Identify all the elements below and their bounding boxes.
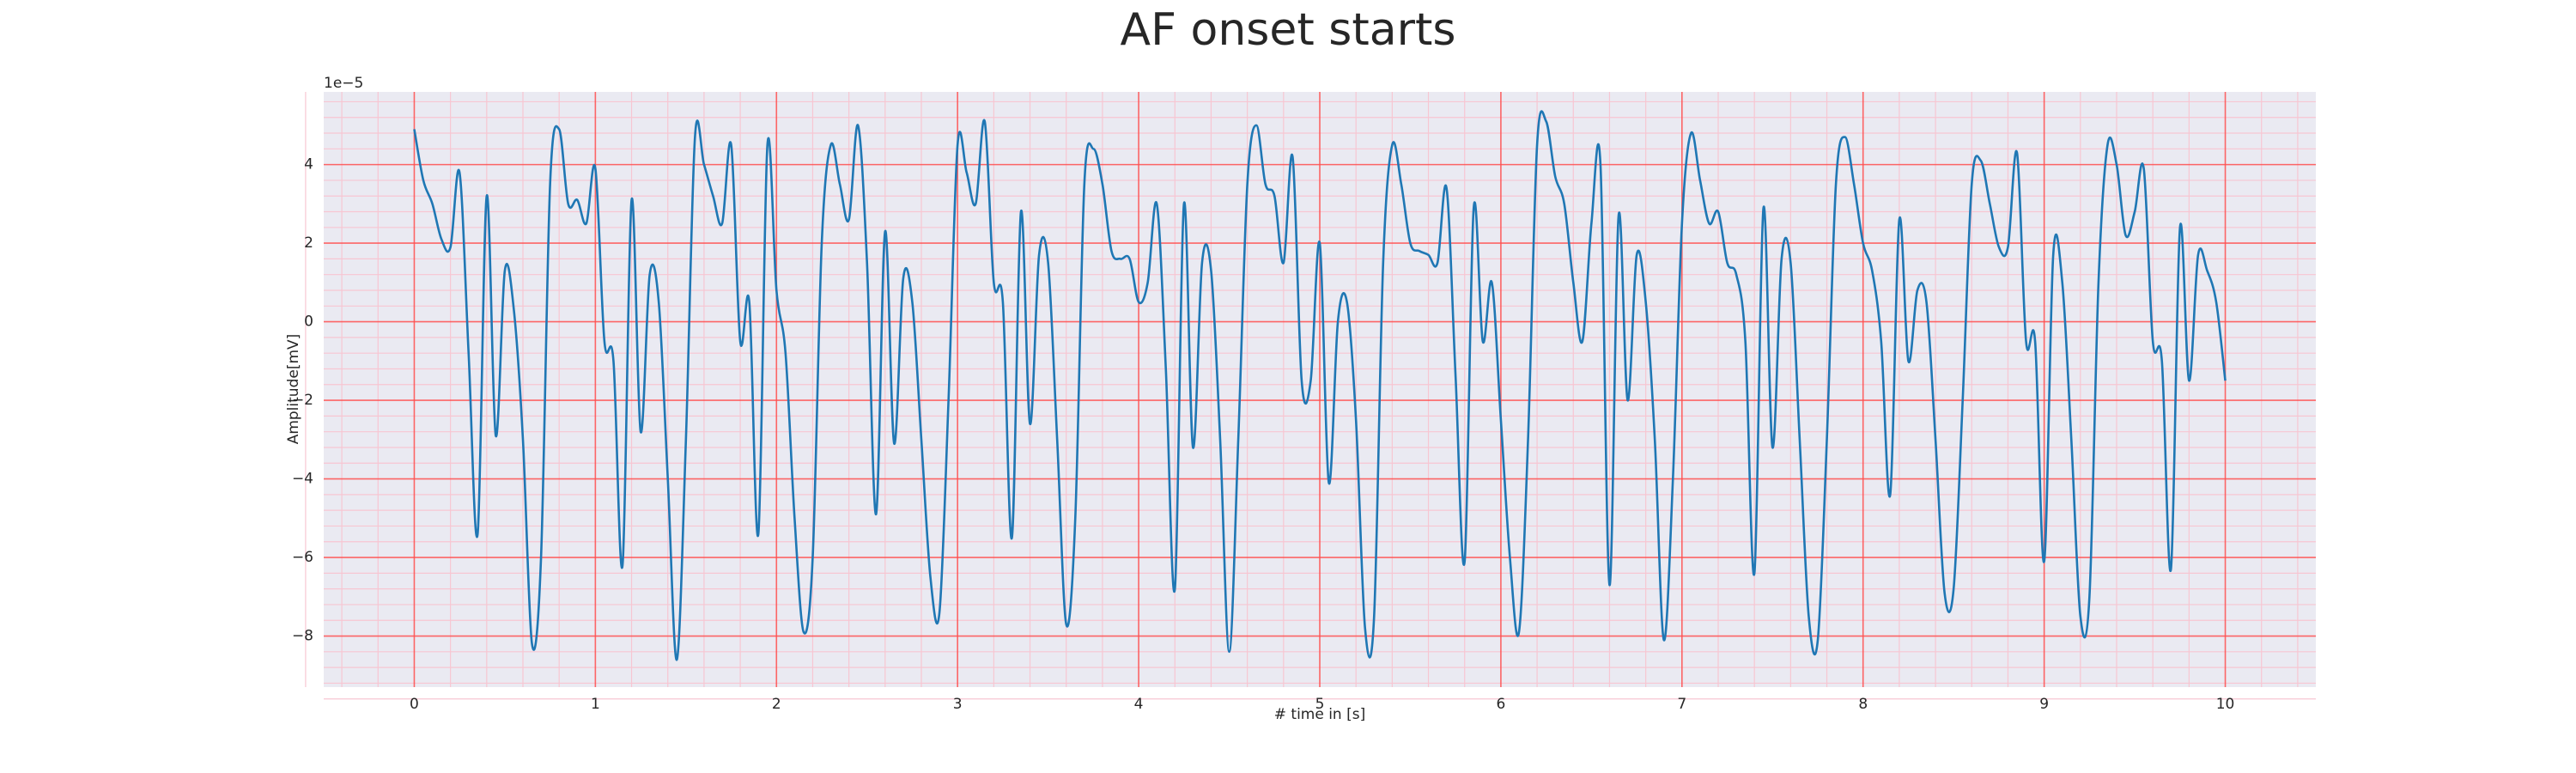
y-tick-label: 4 <box>304 156 313 173</box>
x-tick-label: 2 <box>772 696 781 713</box>
x-tick-label: 8 <box>1858 696 1868 713</box>
line-layer <box>413 110 2227 661</box>
y-tick-label: −8 <box>292 628 313 645</box>
x-tick-label: 5 <box>1315 696 1325 713</box>
x-tick-label: 6 <box>1496 696 1505 713</box>
label-layer: AF onset starts # time in [s] Amplitude[… <box>285 4 2234 723</box>
signal-line <box>413 110 2227 661</box>
x-tick-label: 1 <box>591 696 600 713</box>
x-tick-label: 9 <box>2039 696 2049 713</box>
x-tick-label: 4 <box>1134 696 1144 713</box>
x-axis-label: # time in [s] <box>1274 706 1365 723</box>
x-tick-label: 7 <box>1677 696 1686 713</box>
y-tick-label: −4 <box>292 471 313 488</box>
y-tick-label: −2 <box>292 392 313 409</box>
y-tick-label: 2 <box>304 234 313 252</box>
x-tick-label: 0 <box>410 696 419 713</box>
x-tick-label: 3 <box>953 696 963 713</box>
y-axis-label: Amplitude[mV] <box>285 334 302 445</box>
x-tick-label: 10 <box>2216 696 2235 713</box>
y-tick-label: 0 <box>304 313 313 331</box>
y-offset-label: 1e−5 <box>324 75 363 92</box>
grid-layer <box>305 92 2316 700</box>
y-tick-label: −6 <box>292 549 313 566</box>
chart-title: AF onset starts <box>1121 4 1456 56</box>
